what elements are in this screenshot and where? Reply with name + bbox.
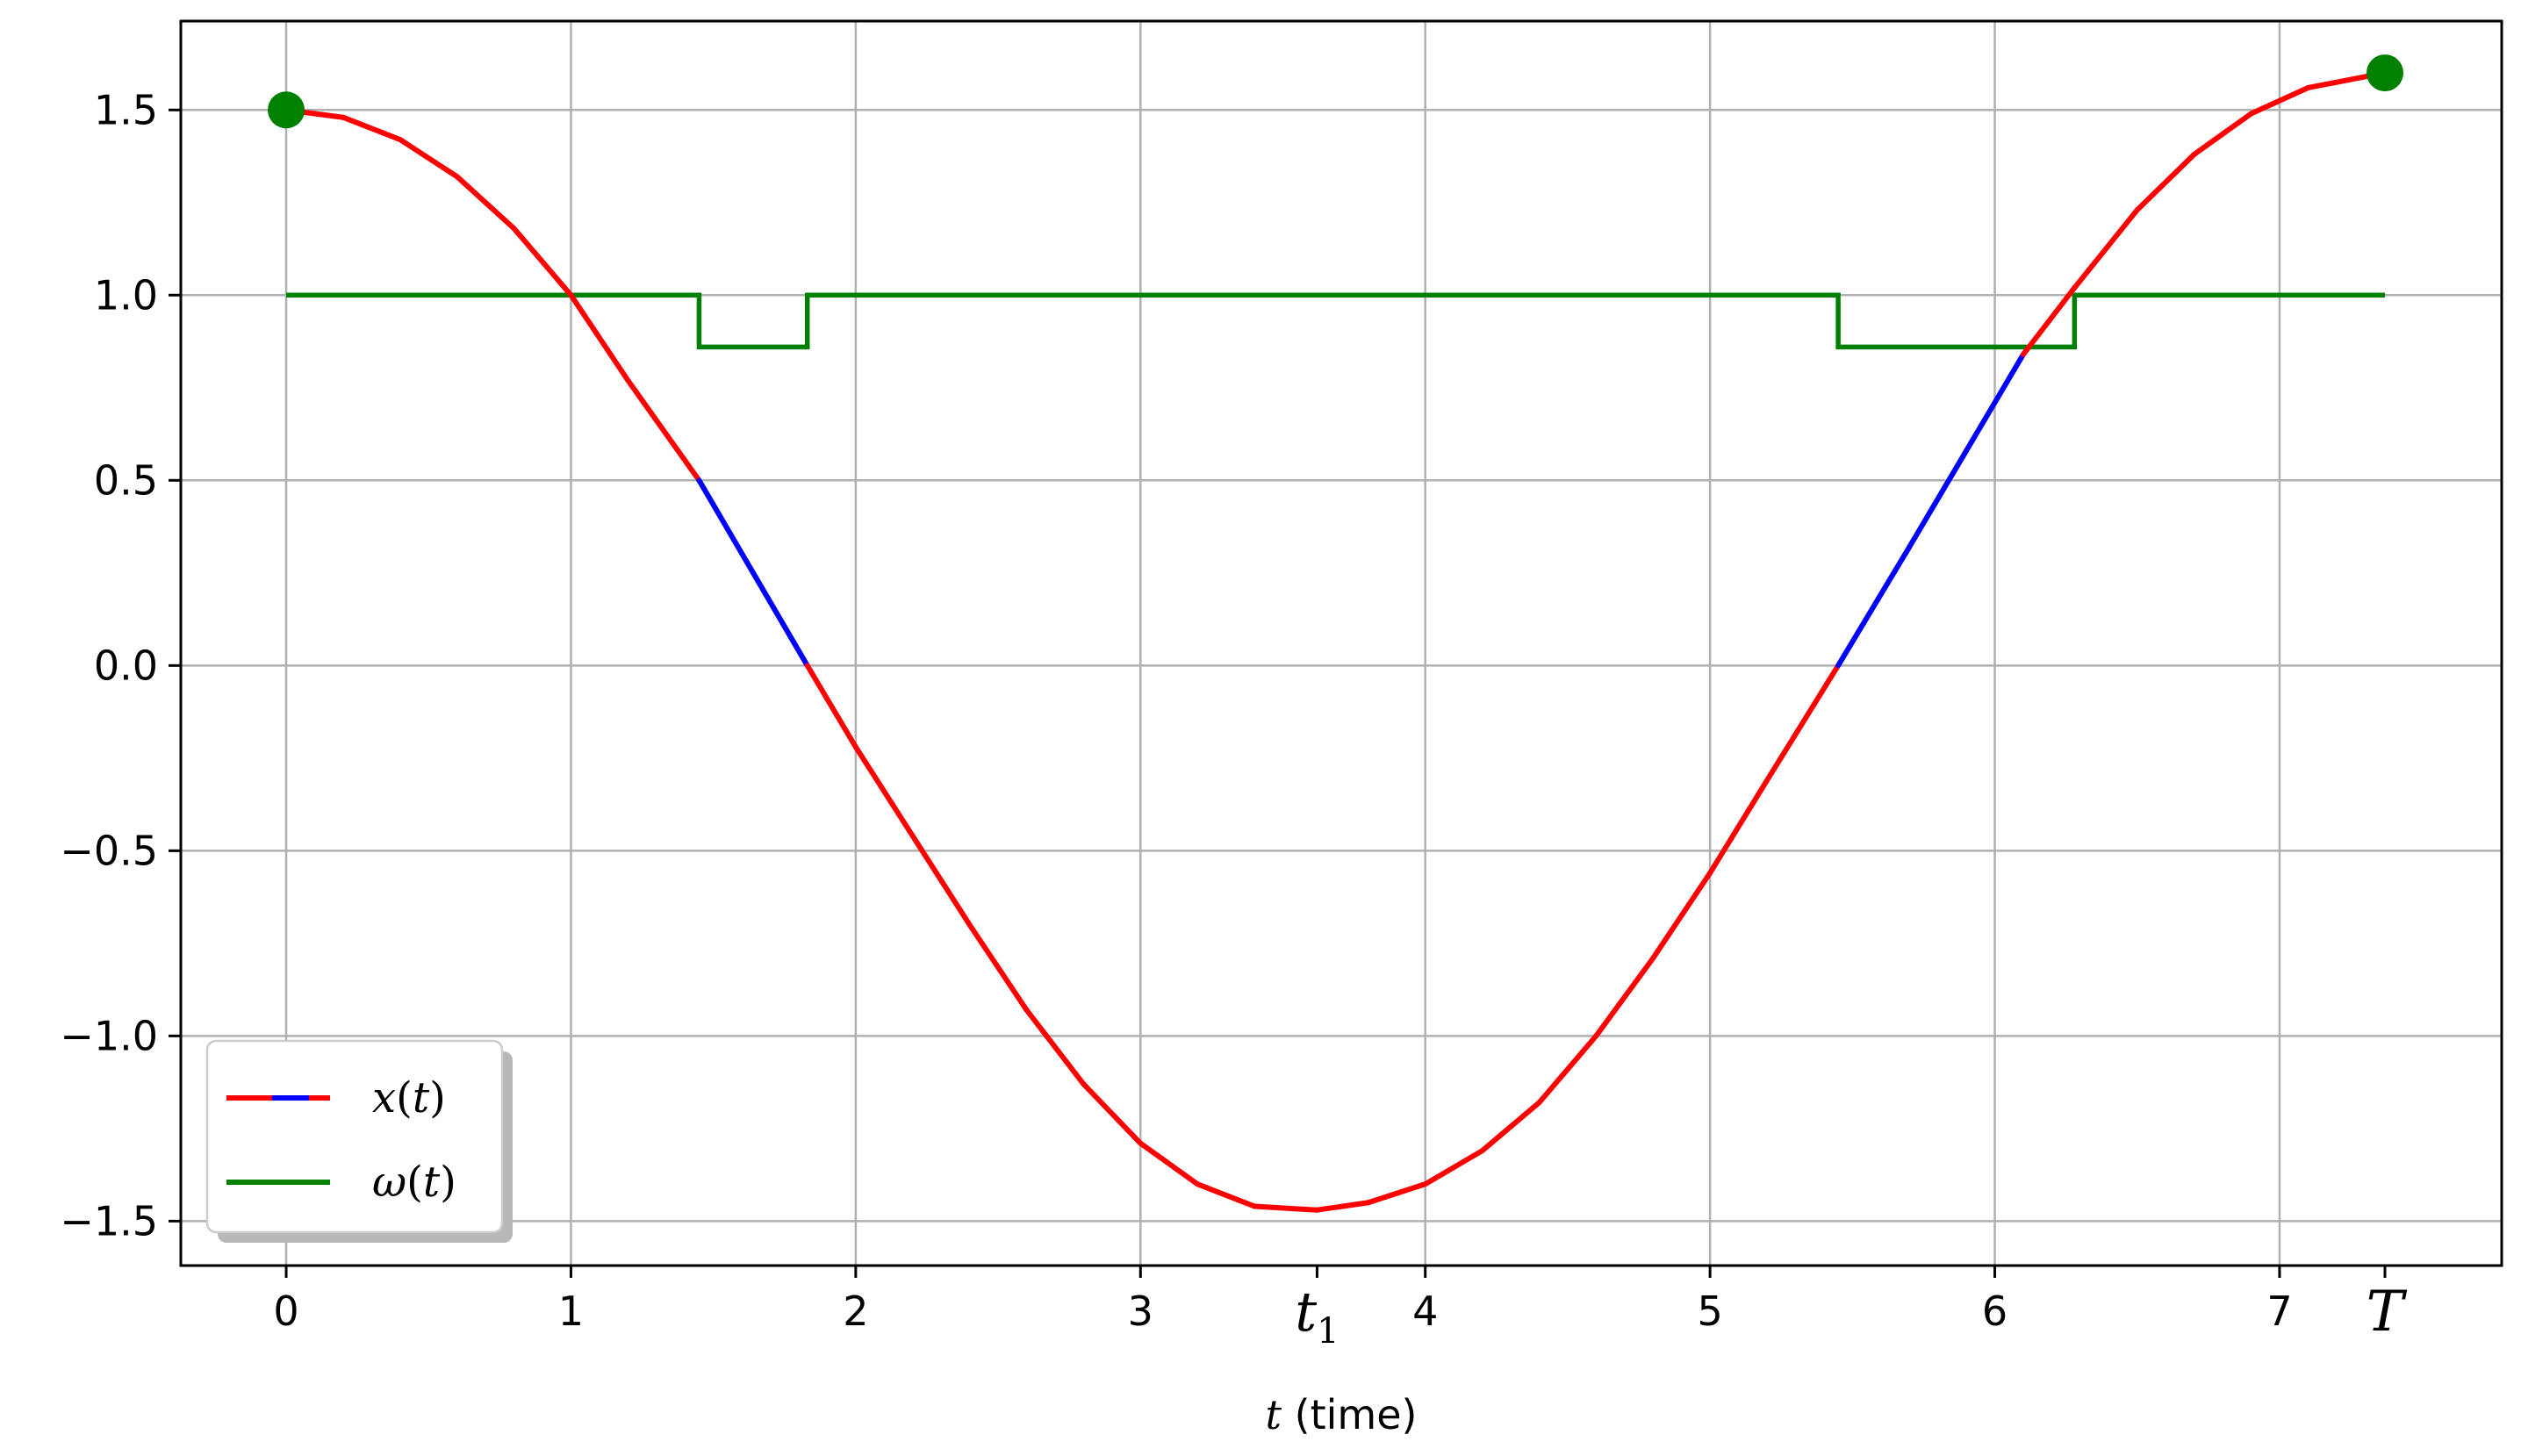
x-tick-label: 5 — [1697, 1287, 1722, 1335]
series-x-segment — [1707, 778, 1770, 876]
legend: x(t) ω(t) — [205, 1039, 513, 1243]
series-omega-line — [286, 292, 2385, 350]
y-tick-label: 1.5 — [94, 86, 158, 133]
series-x-segment — [625, 377, 702, 484]
legend-box — [205, 1039, 504, 1234]
x-tick-label: 2 — [843, 1287, 868, 1335]
series-x-segment — [2020, 284, 2078, 357]
series-x-segment — [852, 744, 916, 839]
series-x-segment — [804, 663, 858, 750]
series-x-segment — [2248, 84, 2311, 117]
x-tick-label: 6 — [1982, 1287, 2007, 1335]
plot-area — [284, 70, 2388, 1213]
y-tick-label: −1.5 — [60, 1197, 158, 1244]
y-tick-label: 0.0 — [94, 642, 158, 689]
series-x-segment — [751, 570, 810, 669]
x-tick-label: T — [2367, 1280, 2408, 1345]
series-x-segment — [1536, 1033, 1599, 1106]
x-tick-label: 1 — [558, 1287, 584, 1335]
series-x-segment — [1422, 1148, 1485, 1187]
series-x-segment — [696, 477, 757, 576]
series-x-segment — [568, 292, 631, 384]
x-tick-label: 4 — [1412, 1287, 1438, 1335]
series-x-segment — [454, 174, 517, 232]
series-x-segment — [1835, 544, 1913, 669]
x-tick-label: 0 — [273, 1287, 298, 1335]
series-x-segment — [909, 833, 973, 928]
series-x-segment — [511, 226, 574, 298]
legend-label-x: x(t) — [372, 1073, 446, 1122]
grid — [181, 21, 2502, 1266]
y-tick-label: −0.5 — [60, 827, 158, 874]
endpoint-marker — [268, 91, 305, 129]
series-x-segment — [1650, 870, 1713, 961]
series-x-segment — [1907, 448, 1970, 550]
endpoint-markers — [268, 54, 2403, 129]
x-tick-label: 7 — [2266, 1287, 2292, 1335]
series-x-segment — [1252, 1203, 1320, 1213]
series-x-segment — [1764, 663, 1842, 784]
series-x-segment — [1314, 1200, 1371, 1213]
series-x-segment — [340, 114, 403, 143]
series-x-segment — [1964, 351, 2026, 454]
x-axis-ticks: 0 1 2 3 t1 4 5 6 7 T — [273, 1266, 2408, 1352]
series-x-segment — [1365, 1181, 1428, 1206]
series-x-segment — [1138, 1140, 1201, 1187]
series-x-segment — [2134, 151, 2197, 213]
series-x-segment — [2191, 111, 2254, 157]
legend-label-omega: ω(t) — [372, 1158, 456, 1207]
series-x-segment — [2072, 207, 2140, 290]
series-x-segment — [1593, 955, 1656, 1039]
x-axis-label: t (time) — [1266, 1391, 1418, 1438]
series-x-segment — [1081, 1081, 1144, 1146]
y-axis-ticks: 1.5 1.0 0.5 0.0 −0.5 −1.0 −1.5 — [60, 86, 181, 1244]
x-tick-label: 3 — [1128, 1287, 1153, 1335]
y-tick-label: 1.0 — [94, 271, 158, 319]
y-tick-label: 0.5 — [94, 456, 158, 504]
x-tick-label: t1 — [1295, 1280, 1339, 1352]
series-x-segment — [1195, 1181, 1258, 1209]
series-x-segment — [397, 137, 460, 180]
series-x-segment — [966, 922, 1030, 1013]
axes-frame — [179, 19, 2503, 1267]
y-tick-label: −1.0 — [60, 1012, 158, 1059]
endpoint-marker — [2366, 54, 2403, 92]
series-x-segment — [1023, 1007, 1087, 1087]
series-x-segment — [1479, 1100, 1542, 1154]
